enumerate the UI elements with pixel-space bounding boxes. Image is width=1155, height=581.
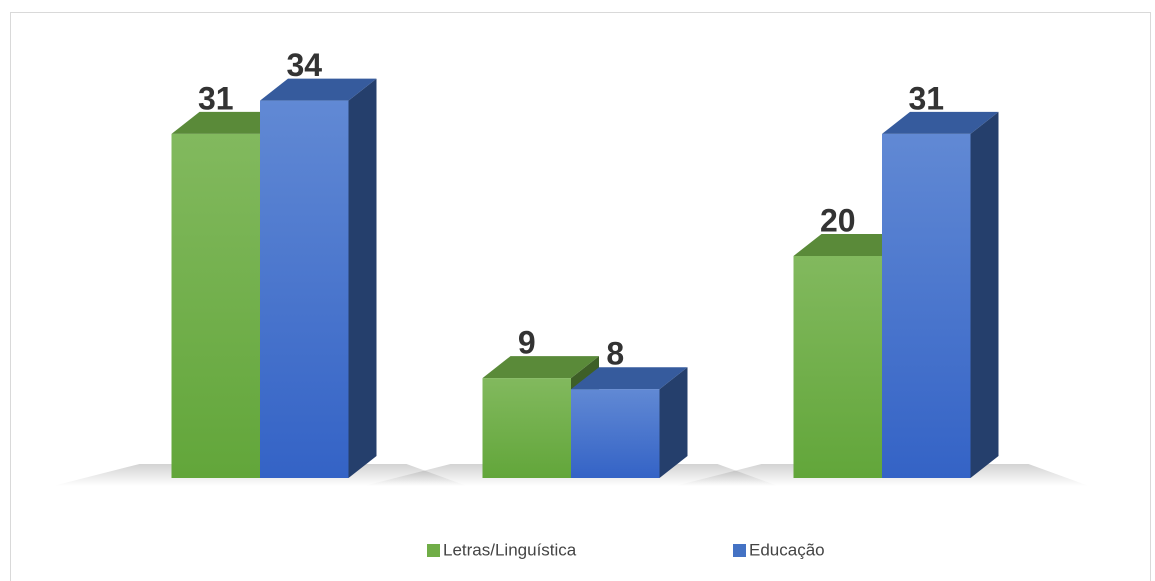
legend-label: Educação (749, 540, 825, 559)
value-label: 9 (518, 325, 536, 361)
legend-swatch (733, 544, 746, 557)
bar-front (571, 389, 660, 478)
value-label: 31 (908, 80, 944, 116)
bar-top (482, 356, 599, 379)
bar (260, 78, 377, 478)
bar-front (882, 133, 971, 478)
bar-top (882, 111, 999, 134)
bar-top (793, 234, 910, 256)
bar-side (970, 111, 999, 479)
bar-top (260, 78, 377, 101)
bar-front (171, 133, 260, 478)
legend-swatch (427, 544, 440, 557)
value-label: 20 (820, 202, 856, 238)
bar-front (260, 100, 349, 478)
legend-label: Letras/Linguística (443, 540, 577, 559)
bar-side (348, 78, 377, 478)
bar-top (571, 367, 688, 390)
value-label: 34 (286, 47, 322, 83)
bar (571, 367, 688, 478)
value-label: 31 (198, 80, 234, 116)
bar (882, 111, 999, 479)
chart-frame (10, 12, 1151, 581)
value-label: 8 (606, 336, 624, 372)
bar-front (482, 378, 571, 478)
bar-front (793, 256, 882, 478)
bar-side (659, 367, 688, 478)
bar-top (171, 111, 288, 134)
